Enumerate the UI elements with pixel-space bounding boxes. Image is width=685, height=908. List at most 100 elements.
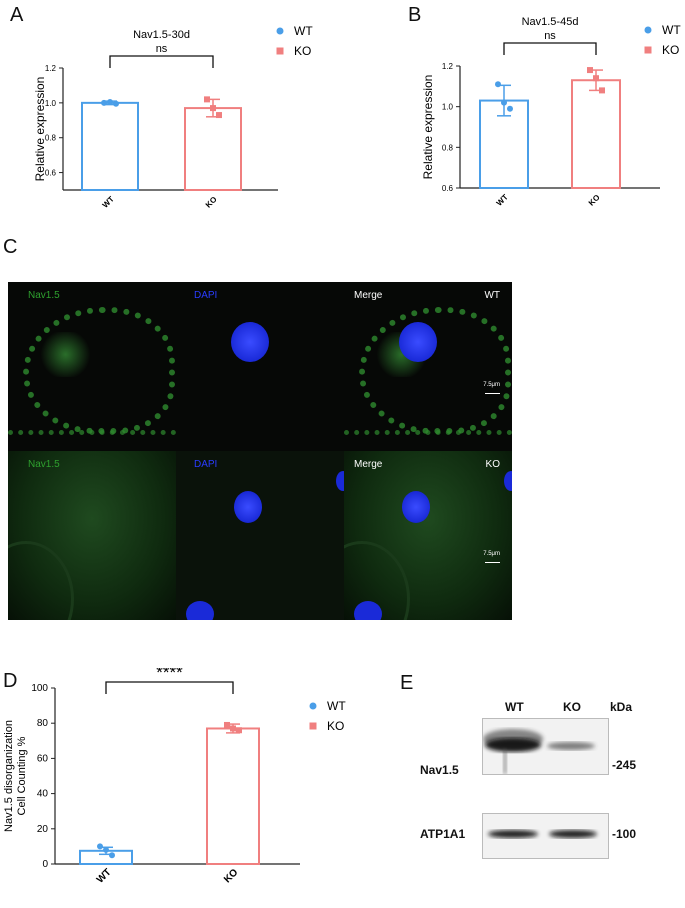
channel-label: Nav1.5: [28, 459, 60, 470]
legend-marker-wt: [309, 702, 317, 710]
y-tick-label: 40: [37, 789, 49, 800]
y-tick-label: 0.8: [45, 134, 57, 143]
x-tick-label: KO: [204, 195, 219, 210]
data-point: [107, 98, 113, 105]
micro-cell-merge-ko: Merge KO 7.5μm: [344, 451, 512, 620]
y-axis-label: Nav1.5 disorganization: [3, 720, 15, 832]
data-point: [224, 721, 230, 728]
blot-bands-nav15: [483, 729, 595, 774]
y-tick-label: 20: [37, 824, 49, 835]
legend-marker-wt: [644, 26, 652, 34]
data-point: [236, 727, 242, 734]
x-tick-label: WT: [95, 867, 114, 886]
channel-label: DAPI: [194, 459, 218, 470]
channel-label: DAPI: [194, 290, 218, 301]
panel-label-c: C: [3, 236, 18, 258]
bar-ko: [206, 727, 260, 866]
legend-label: KO: [327, 719, 344, 733]
y-axis-label: Relative expression: [421, 75, 435, 180]
significance-bracket: [105, 681, 234, 694]
protein-label-atp1a1: ATP1A1: [420, 827, 466, 841]
channel-label: Nav1.5: [28, 290, 60, 301]
micro-cell-dapi-wt: DAPI: [176, 282, 344, 451]
x-tick-label: KO: [587, 193, 602, 208]
protein-label-nav15: Nav1.5: [420, 763, 459, 777]
y-tick-label: 1.2: [442, 62, 454, 71]
significance-bracket: [503, 42, 597, 55]
dapi-neighbor-nucleus: [354, 601, 382, 620]
micro-cell-merge-wt: Merge WT 7.5μm: [344, 282, 512, 451]
blot-strip-atp1a1: [482, 813, 609, 859]
genotype-label: WT: [484, 290, 500, 301]
western-blot: WT KO kDa Nav1.5 -245 ATP1A1 -100: [420, 700, 685, 870]
y-tick-label: 0.8: [442, 143, 454, 152]
y-tick-label: 1.2: [45, 64, 57, 73]
nav15-neighbor-signal: [8, 430, 176, 445]
channel-label: Merge: [354, 459, 383, 470]
scale-bar: [485, 562, 500, 563]
scale-bar-label: 7.5μm: [483, 382, 500, 388]
legend-marker-ko: [276, 47, 284, 55]
bar-ko: [184, 107, 242, 191]
chart-nav15-45d: 0.6 0.8 1.0 1.2 Relative expression WT KO ns Nav…: [421, 16, 681, 208]
y-tick-label: 0.6: [45, 169, 57, 178]
lane-label-ko: KO: [563, 700, 581, 714]
micro-cell-nav15-ko: Nav1.5: [8, 451, 176, 620]
dapi-nucleus: [399, 322, 437, 362]
data-point: [230, 725, 236, 732]
blot-strip-nav15: [482, 718, 609, 775]
legend-label: WT: [327, 699, 346, 713]
data-point: [204, 96, 210, 103]
dapi-nucleus: [231, 322, 269, 362]
y-tick-label: 1.0: [442, 103, 454, 112]
y-tick-label: 0: [42, 859, 48, 870]
kda-label: kDa: [610, 700, 633, 714]
legend-marker-ko: [644, 46, 652, 54]
significance-label: ****: [156, 668, 183, 682]
data-point: [599, 87, 605, 94]
legend-label: KO: [294, 44, 311, 58]
bar-wt: [81, 101, 139, 191]
data-point: [495, 81, 501, 88]
data-point: [109, 852, 115, 859]
data-point: [216, 112, 222, 119]
data-point: [587, 67, 593, 74]
channel-label: Merge: [354, 290, 383, 301]
data-point: [101, 99, 107, 106]
panel-label-a: A: [10, 4, 24, 26]
nav15-neighbor-signal: [344, 430, 512, 445]
y-axis-label: Relative expression: [33, 77, 47, 182]
legend-marker-ko: [309, 722, 317, 730]
legend-marker-wt: [276, 27, 284, 35]
y-axis-label: Cell Counting %: [16, 736, 28, 815]
x-tick-label: KO: [222, 867, 241, 886]
chart-nav15-30d: 0.6 0.8 1.0 1.2 Relative expression WT KO ns Nav…: [33, 24, 313, 210]
data-point: [113, 100, 119, 107]
panel-label-b: B: [408, 4, 422, 26]
dapi-nucleus: [234, 491, 262, 523]
chart-title: Nav1.5-30d: [133, 29, 190, 41]
x-tick-label: WT: [495, 193, 510, 208]
data-point: [507, 105, 513, 112]
micro-cell-dapi-ko: DAPI: [176, 451, 344, 620]
data-point: [593, 75, 599, 82]
significance-bracket: [109, 55, 214, 68]
legend-label: KO: [662, 43, 679, 57]
dapi-neighbor-nucleus: [186, 601, 214, 620]
scale-bar: [485, 393, 500, 394]
y-tick-label: 60: [37, 753, 49, 764]
y-tick-label: 100: [31, 683, 48, 694]
dapi-nucleus: [402, 491, 430, 523]
data-point: [501, 99, 507, 106]
chart-title: Nav1.5-45d: [522, 16, 579, 28]
y-tick-label: 80: [37, 718, 49, 729]
significance-label: ns: [544, 30, 556, 42]
bar-ko: [571, 79, 621, 189]
micro-cell-nav15-wt: Nav1.5: [8, 282, 176, 451]
panel-label-e: E: [400, 672, 414, 694]
legend-label: WT: [294, 24, 313, 38]
dapi-neighbor-nucleus: [336, 471, 344, 491]
nav15-cytoplasm-signal: [38, 332, 93, 377]
x-tick-label: WT: [101, 195, 116, 210]
data-point: [103, 846, 109, 853]
